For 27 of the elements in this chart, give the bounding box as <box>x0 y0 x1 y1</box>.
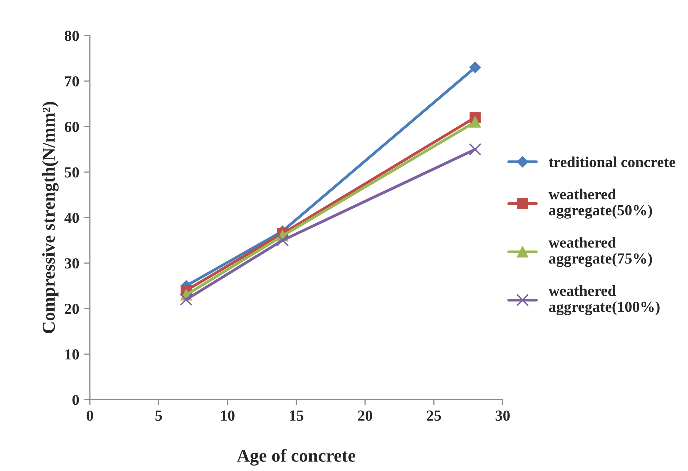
point <box>470 62 482 74</box>
y-tick-label: 70 <box>65 76 80 87</box>
legend-label: treditional concrete <box>549 156 676 168</box>
legend-label: weathered aggregate(75%) <box>548 237 652 268</box>
y-tick-label: 80 <box>64 30 80 42</box>
point <box>276 234 290 247</box>
point <box>469 143 482 156</box>
y-tick-label: 0 <box>72 395 80 406</box>
x-tick-label: 30 <box>496 410 510 422</box>
x-tick-label: 10 <box>221 410 235 422</box>
x-tick-label: 15 <box>290 410 304 422</box>
point <box>470 116 481 128</box>
x-tick-label: 20 <box>358 410 372 422</box>
y-tick-label: 40 <box>64 212 80 224</box>
x-tick-label: 0 <box>86 410 94 422</box>
y-tick-label: 60 <box>64 122 80 132</box>
y-tick-label: 50 <box>65 167 80 178</box>
legend-label: weathered aggregate(100%) <box>548 285 660 316</box>
y-tick-label: 20 <box>65 304 80 314</box>
x-axis-title: Age of concrete <box>237 449 356 466</box>
legend-label: weathered aggregate(50%) <box>548 188 652 219</box>
x-tick-label: 25 <box>427 410 442 422</box>
y-axis-title: Compressive strength(N/mm²) <box>42 102 59 334</box>
y-tick-label: 30 <box>65 258 80 269</box>
x-tick-label: 5 <box>156 410 162 422</box>
y-tick-label: 10 <box>66 350 80 360</box>
point <box>180 294 193 306</box>
